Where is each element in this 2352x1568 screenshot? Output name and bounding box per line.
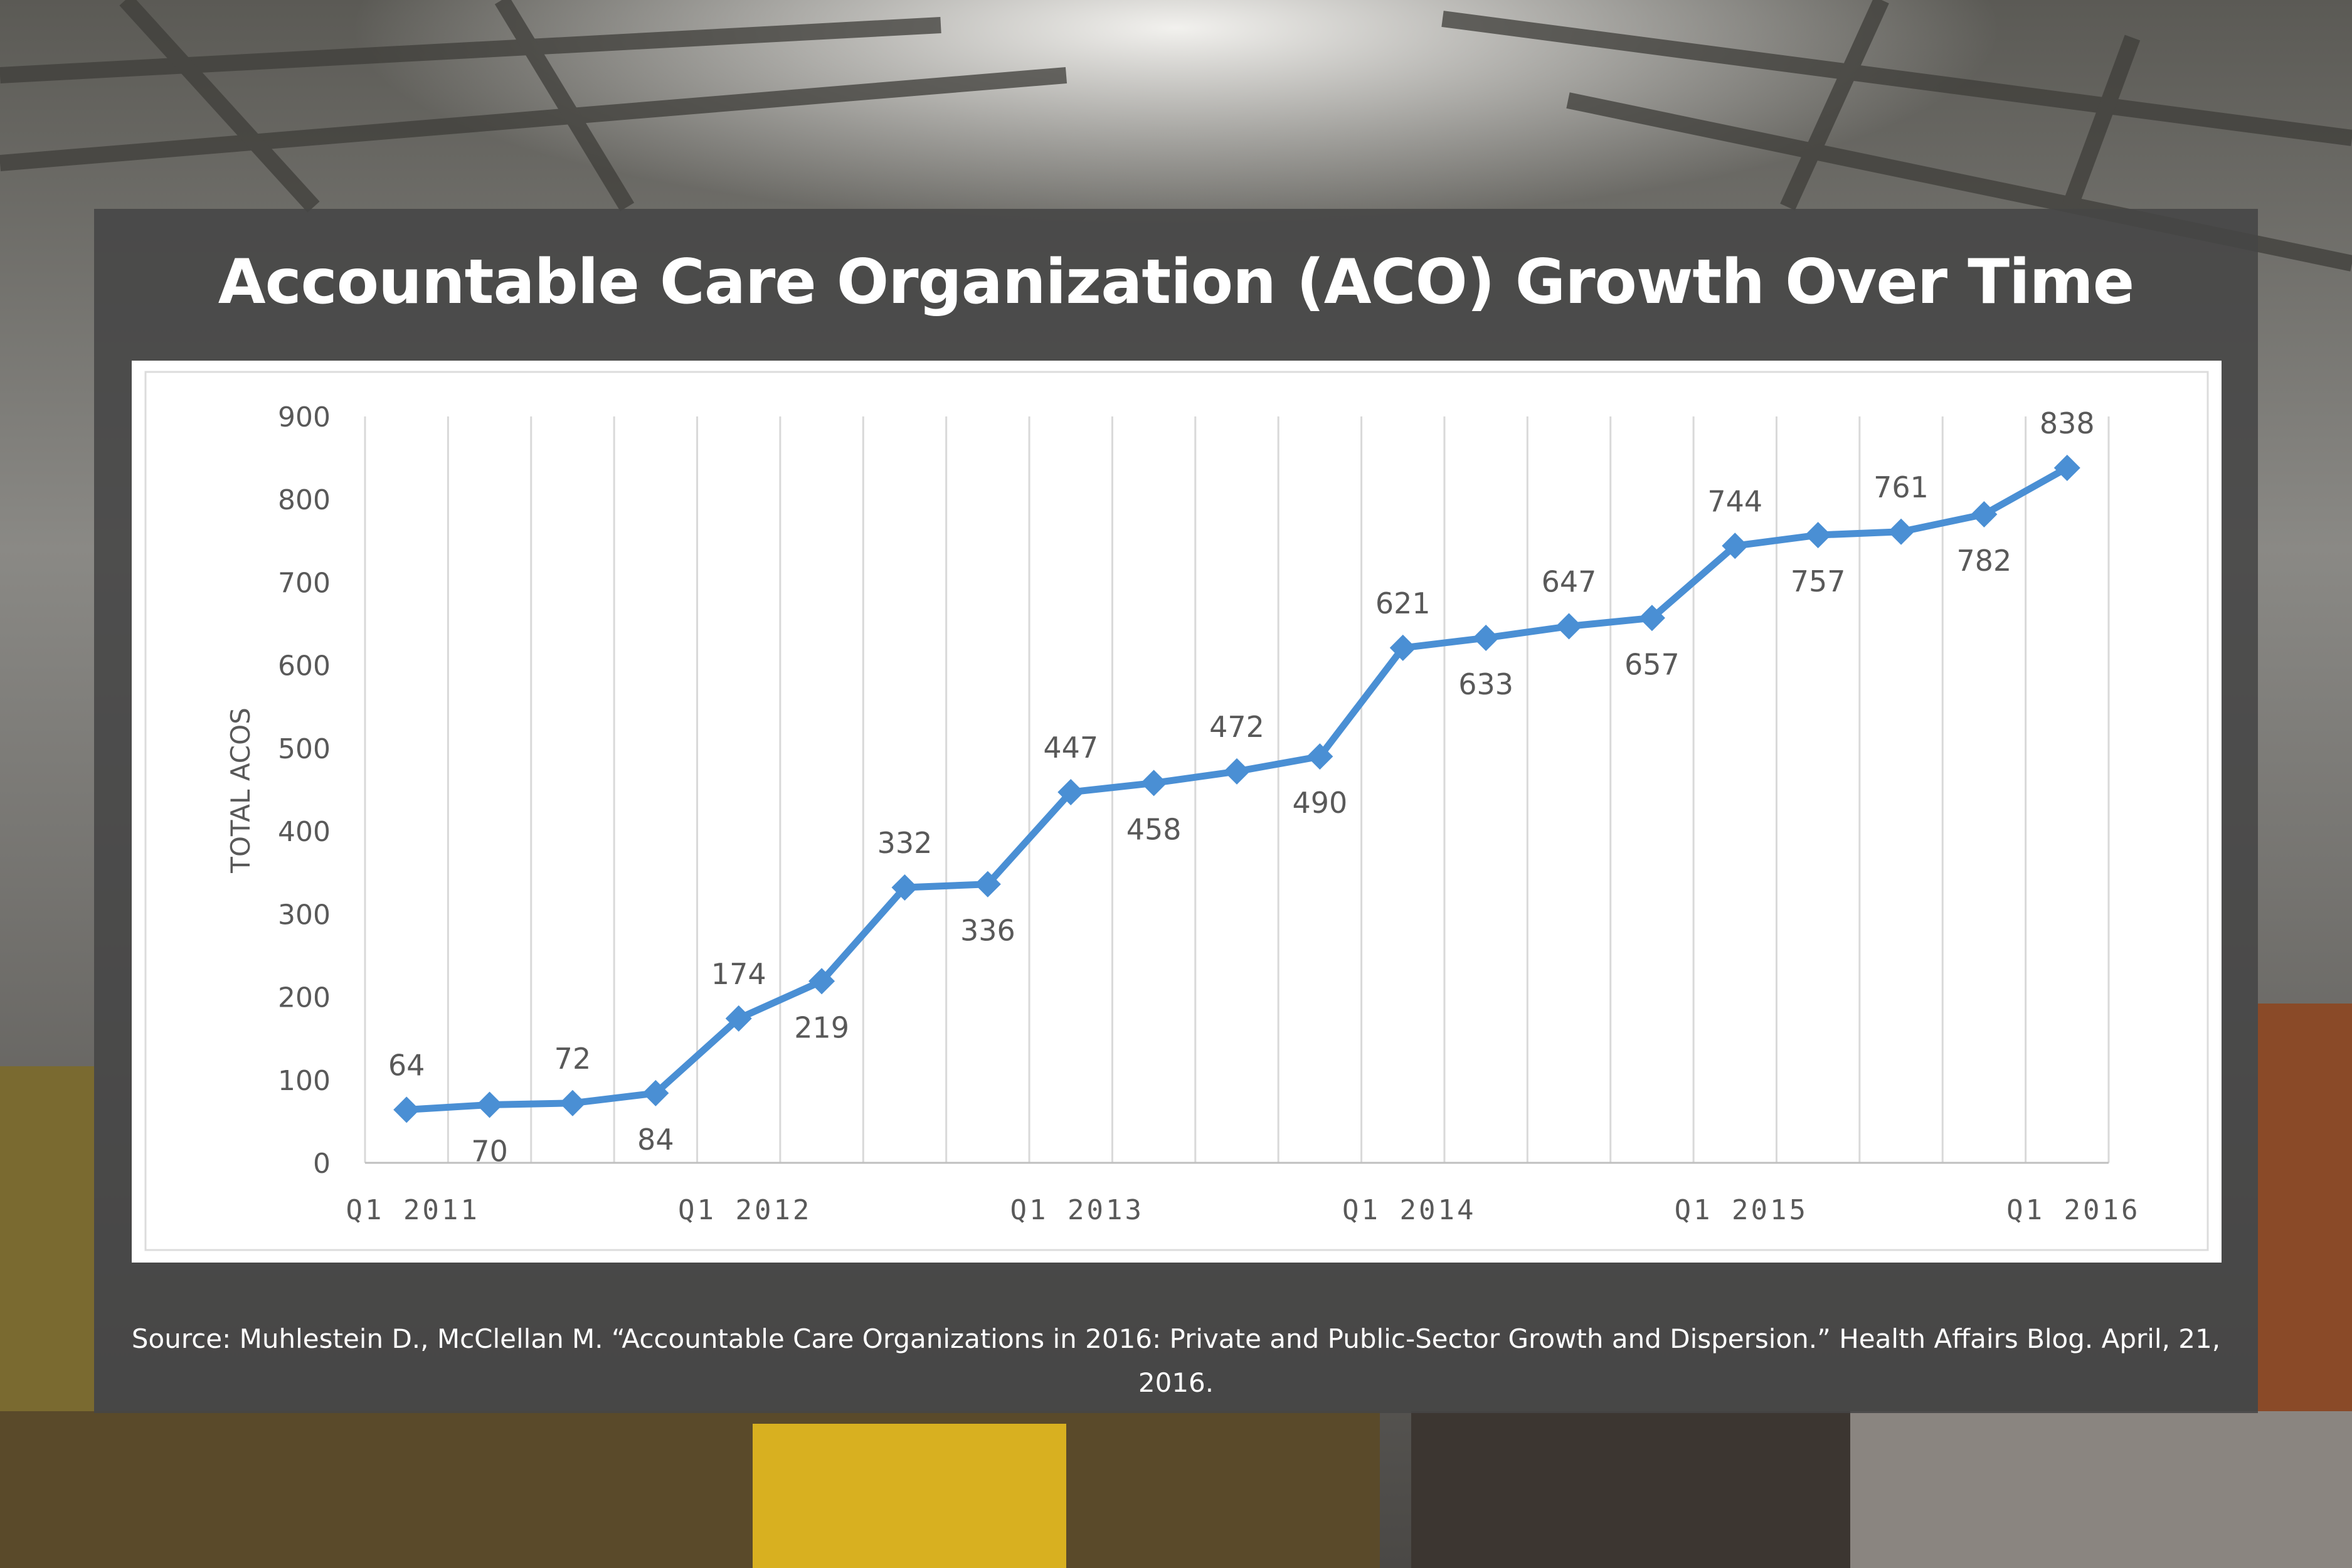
data-point-marker (725, 1005, 752, 1032)
data-point-marker (891, 874, 918, 901)
x-tick-label: Q1 2013 (1010, 1194, 1144, 1226)
data-label: 84 (637, 1123, 674, 1157)
data-label: 472 (1209, 710, 1264, 744)
data-label: 838 (2040, 406, 2095, 440)
y-tick-label: 700 (278, 567, 331, 599)
x-tick-label: Q1 2016 (2006, 1194, 2140, 1226)
y-tick-label: 600 (278, 650, 331, 682)
data-point-marker (642, 1079, 669, 1106)
data-label: 757 (1791, 564, 1846, 598)
data-label: 633 (1458, 667, 1513, 701)
data-label: 72 (554, 1042, 591, 1076)
y-tick-label: 800 (278, 484, 331, 516)
y-tick-label: 500 (278, 733, 331, 765)
data-point-marker (1140, 770, 1167, 797)
data-point-marker (559, 1089, 586, 1116)
source-citation: Source: Muhlestein D., McClellan M. “Acc… (131, 1323, 2221, 1398)
data-label: 64 (388, 1048, 425, 1082)
data-point-marker (1057, 778, 1084, 805)
data-label: 657 (1624, 647, 1680, 681)
y-tick-label: 200 (278, 982, 331, 1014)
data-point-marker (1804, 522, 1831, 549)
data-label: 621 (1375, 586, 1431, 620)
data-point-marker (1888, 518, 1915, 545)
data-label: 761 (1873, 470, 1929, 504)
y-tick-label: 900 (278, 401, 331, 433)
x-tick-label: Q1 2012 (678, 1194, 812, 1226)
data-point-marker (1638, 605, 1665, 632)
chart-card: 0 100 200 300 400 500 600 700 800 900 Q1 2011 Q1 20… (132, 361, 2222, 1263)
x-tick-label: Q1 2011 (346, 1194, 479, 1226)
line-chart: 0 100 200 300 400 500 600 700 800 900 Q1 2011 Q1 20… (144, 371, 2209, 1251)
y-tick-label: 400 (278, 816, 331, 848)
y-tick-label: 100 (278, 1065, 331, 1097)
data-point-marker (476, 1091, 503, 1118)
data-point-marker (1555, 613, 1582, 640)
data-point-marker (1971, 501, 1998, 528)
data-label: 458 (1126, 812, 1182, 846)
data-point-marker (1389, 634, 1416, 661)
data-label: 647 (1542, 565, 1597, 599)
x-tick-label: Q1 2014 (1342, 1194, 1476, 1226)
y-tick-label: 300 (278, 899, 331, 931)
data-point-marker (2053, 454, 2080, 481)
data-label: 336 (960, 914, 1015, 948)
y-tick-label: 0 (313, 1148, 331, 1180)
data-label: 744 (1707, 484, 1762, 518)
data-point-marker (393, 1096, 420, 1123)
data-label: 70 (471, 1134, 508, 1168)
data-label: 490 (1292, 786, 1347, 820)
data-label: 219 (794, 1010, 849, 1044)
data-point-marker (974, 871, 1001, 898)
data-label: 782 (1957, 544, 2012, 578)
data-label: 332 (877, 826, 933, 860)
data-point-marker (808, 968, 835, 995)
data-point-marker (1722, 532, 1749, 559)
y-axis-title: TOTAL ACOS (225, 707, 256, 874)
data-point-marker (1224, 758, 1250, 785)
data-label: 447 (1043, 731, 1098, 765)
data-label: 174 (711, 957, 766, 991)
data-point-marker (1306, 743, 1333, 770)
chart-title: Accountable Care Organization (ACO) Grow… (218, 246, 2135, 318)
data-point-marker (1473, 625, 1500, 652)
x-tick-label: Q1 2015 (1675, 1194, 1808, 1226)
